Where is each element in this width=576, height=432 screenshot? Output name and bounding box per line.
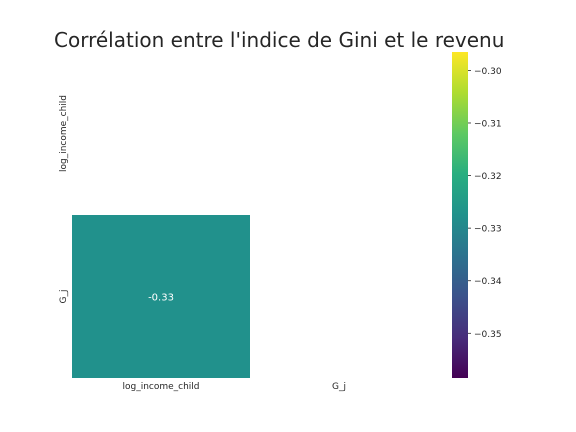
x-tick-labels: log_income_child G_j xyxy=(122,382,346,392)
colorbar-tick-label: −0.32 xyxy=(474,172,502,182)
y-tick-labels: log_income_child G_j xyxy=(59,95,69,304)
colorbar-tick-label: −0.35 xyxy=(474,330,502,340)
heatmap-cells: -0.33 xyxy=(72,215,250,378)
chart-title: Corrélation entre l'indice de Gini et le… xyxy=(54,28,504,52)
y-tick-label: G_j xyxy=(59,290,69,304)
colorbar-tick-label: −0.34 xyxy=(474,277,502,287)
colorbar-ticks: −0.35 −0.34 −0.33 −0.32 −0.31 −0.30 xyxy=(468,67,502,340)
colorbar-tick-label: −0.31 xyxy=(474,119,502,129)
colorbar-tick-label: −0.30 xyxy=(474,67,502,77)
colorbar xyxy=(452,52,468,378)
y-tick-label: log_income_child xyxy=(59,95,69,172)
x-tick-label: log_income_child xyxy=(122,382,199,392)
heatmap-cell xyxy=(72,215,250,378)
colorbar-tick-label: −0.33 xyxy=(474,225,502,235)
cell-value-label: -0.33 xyxy=(148,293,174,304)
x-tick-label: G_j xyxy=(332,382,346,392)
